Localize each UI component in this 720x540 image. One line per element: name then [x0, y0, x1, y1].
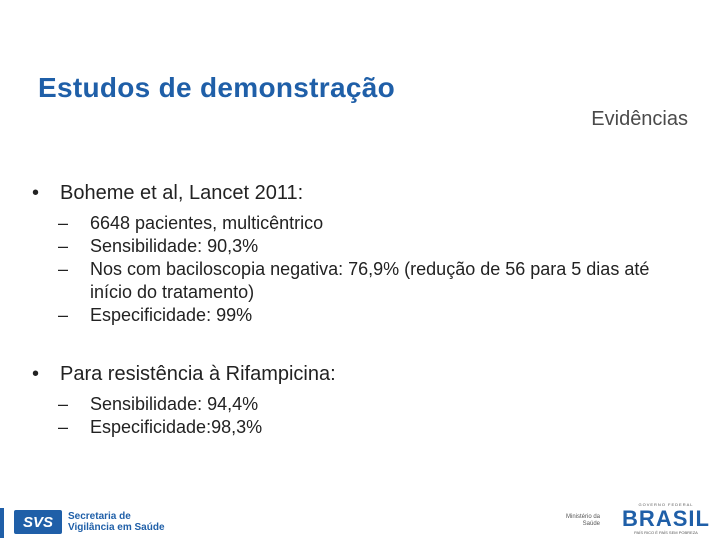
- svs-line-1: Secretaria de: [68, 511, 131, 522]
- sub-item-text: Especificidade:98,3%: [90, 417, 263, 437]
- bullet-dot-icon: •: [32, 182, 40, 204]
- ministry-line-1: Ministério da: [566, 514, 601, 520]
- slide-title: Estudos de demonstração: [38, 72, 395, 103]
- sub-item-text: Especificidade: 99%: [90, 305, 253, 325]
- dash-icon: –: [58, 305, 69, 325]
- svs-logo-text: Secretaria de Vigilância em Saúde: [68, 511, 165, 533]
- ministry-line-2: Saúde: [582, 521, 601, 527]
- sub-item: – Especificidade: 99%: [58, 304, 692, 327]
- dash-icon: –: [58, 259, 69, 279]
- brasil-bottom-text: PAÍS RICO É PAÍS SEM POBREZA: [634, 530, 698, 535]
- slide-subtitle: Evidências: [591, 108, 688, 130]
- slide-content: • Boheme et al, Lancet 2011: – 6648 pacie…: [32, 180, 692, 439]
- sub-item: – Especificidade:98,3%: [58, 416, 692, 439]
- svs-line-2: Vigilância em Saúde: [68, 522, 165, 533]
- sub-item: – 6648 pacientes, multicêntrico: [58, 212, 692, 235]
- sub-list: – Sensibilidade: 94,4% – Especificidade:98…: [58, 393, 692, 439]
- bullet-item: • Boheme et al, Lancet 2011:: [32, 180, 692, 206]
- sub-item-text: Nos com baciloscopia negativa: 76,9% (re…: [90, 259, 650, 302]
- brasil-top-text: GOVERNO FEDERAL: [638, 502, 694, 507]
- bullet-item: • Para resistência à Rifampicina:: [32, 361, 692, 387]
- sub-item: – Sensibilidade: 90,3%: [58, 235, 692, 258]
- sub-item-text: Sensibilidade: 90,3%: [90, 236, 259, 256]
- svs-logo-icon: SVS: [14, 510, 62, 534]
- bullet-text: Para resistência à Rifampicina:: [60, 363, 336, 385]
- dash-icon: –: [58, 417, 69, 437]
- dash-icon: –: [58, 213, 69, 233]
- brasil-logo: GOVERNO FEDERAL BRASIL PAÍS RICO É PAÍS …: [618, 502, 714, 536]
- sub-item-text: Sensibilidade: 94,4%: [90, 394, 259, 414]
- sub-item: – Sensibilidade: 94,4%: [58, 393, 692, 416]
- slide-footer: SVS Secretaria de Vigilância em Saúde Mi…: [0, 500, 720, 540]
- svs-logo: SVS Secretaria de Vigilância em Saúde: [14, 510, 165, 534]
- bullet-text: Boheme et al, Lancet 2011:: [60, 182, 304, 204]
- accent-bar: [0, 508, 4, 538]
- bullet-dot-icon: •: [32, 363, 40, 385]
- sub-item: – Nos com baciloscopia negativa: 76,9% (r…: [58, 258, 692, 304]
- ministry-logo: Ministério da Saúde: [566, 514, 600, 528]
- sub-list: – 6648 pacientes, multicêntrico – Sensibil…: [58, 212, 692, 327]
- sub-item-text: 6648 pacientes, multicêntrico: [90, 213, 324, 233]
- dash-icon: –: [58, 394, 69, 414]
- dash-icon: –: [58, 236, 69, 256]
- brasil-wordmark: BRASIL: [622, 506, 710, 531]
